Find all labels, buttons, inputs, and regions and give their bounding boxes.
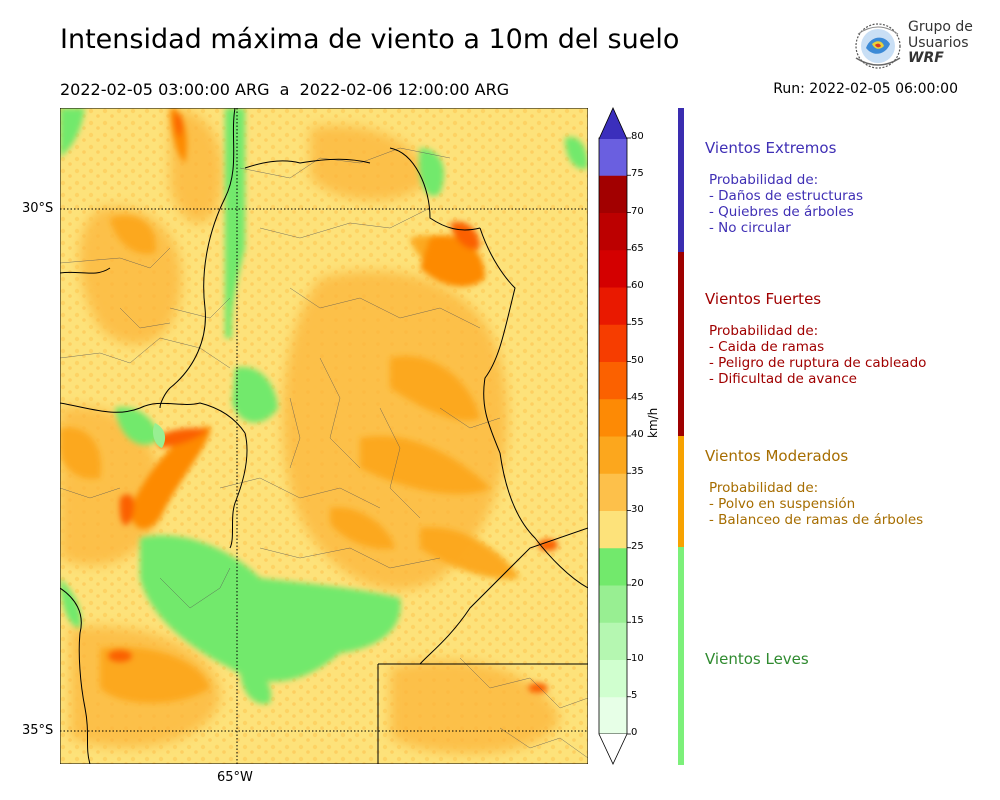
colorbar-tick-label: 5 bbox=[631, 689, 638, 701]
colorbar-segment bbox=[599, 510, 627, 549]
logo-text-line3: WRF bbox=[908, 50, 944, 66]
lon-label-65w: 65°W bbox=[217, 770, 253, 785]
colorbar-segment bbox=[599, 436, 627, 474]
category-description-line: Probabilidad de: bbox=[709, 480, 819, 496]
run-timestamp: Run: 2022-02-05 06:00:00 bbox=[773, 81, 958, 97]
category-title: Vientos Leves bbox=[705, 650, 809, 668]
category-description-line: - No circular bbox=[709, 220, 791, 236]
colorbar-tick-label: 30 bbox=[631, 503, 644, 515]
colorbar-segment bbox=[599, 175, 627, 213]
colorbar-tick-label: 55 bbox=[631, 317, 644, 329]
category-title: Vientos Moderados bbox=[705, 447, 849, 465]
colorbar-segment bbox=[599, 324, 627, 362]
colorbar-segment bbox=[599, 696, 627, 735]
colorbar-tick-label: 70 bbox=[631, 205, 644, 217]
colorbar-tick-label: 50 bbox=[631, 354, 644, 366]
colorbar-tick-label: 20 bbox=[631, 578, 644, 589]
colorbar-unit: km/h bbox=[646, 407, 660, 438]
category-description: Probabilidad de: - Daños de estructuras - … bbox=[709, 172, 863, 236]
colorbar-segment bbox=[599, 622, 627, 660]
category-description-line: Probabilidad de: bbox=[709, 323, 819, 339]
colorbar-tick-label: 0 bbox=[631, 727, 638, 738]
category-description-line: - Quiebres de árboles bbox=[709, 204, 854, 220]
category-description-line: - Peligro de ruptura de cableado bbox=[709, 355, 927, 371]
category-description-line: - Polvo en suspensión bbox=[709, 496, 856, 512]
colorbar-segment bbox=[599, 398, 627, 437]
forecast-period: 2022-02-05 03:00:00 ARG a 2022-02-06 12:… bbox=[60, 80, 510, 99]
colorbar-tick-label: 65 bbox=[631, 242, 644, 254]
colorbar-tick-label: 25 bbox=[631, 540, 644, 552]
category-description-line: Probabilidad de: bbox=[709, 172, 819, 188]
colorbar-segment bbox=[599, 287, 627, 325]
colorbar-tick-label: 10 bbox=[631, 652, 644, 664]
map-title: Intensidad máxima de viento a 10m del su… bbox=[60, 24, 680, 55]
colorbar-tick-label: 60 bbox=[631, 280, 644, 291]
category-description-line: - Daños de estructuras bbox=[709, 188, 864, 204]
category-description: Probabilidad de: - Polvo en suspensión - B… bbox=[709, 480, 923, 528]
category-band bbox=[678, 252, 684, 436]
category-description-line: - Balanceo de ramas de árboles bbox=[709, 512, 924, 528]
logo-text-line2: Usuarios bbox=[908, 35, 969, 51]
colorbar-segment bbox=[599, 212, 627, 251]
colorbar-segment bbox=[599, 659, 627, 698]
colorbar-tick-label: 40 bbox=[631, 429, 644, 440]
colorbar-segment bbox=[599, 249, 627, 288]
colorbar-segment bbox=[599, 361, 627, 400]
lat-label-30s: 30°S bbox=[22, 201, 54, 216]
category-title: Vientos Extremos bbox=[705, 139, 837, 157]
category-band bbox=[678, 108, 684, 252]
category-description: Probabilidad de: - Caida de ramas - Peligr… bbox=[709, 323, 926, 387]
colorbar-segment bbox=[599, 585, 627, 623]
colorbar-segment bbox=[599, 547, 627, 586]
lat-label-35s: 35°S bbox=[22, 723, 54, 738]
colorbar-tick-label: 75 bbox=[631, 168, 644, 180]
colorbar-tick-label: 80 bbox=[631, 131, 644, 142]
wind-map bbox=[60, 108, 588, 764]
colorbar-tick-label: 15 bbox=[631, 615, 644, 627]
grupo-wrf-logo-icon bbox=[855, 23, 901, 69]
colorbar-tick-label: 45 bbox=[631, 391, 644, 403]
colorbar-tick-label: 35 bbox=[631, 466, 644, 478]
category-band bbox=[678, 436, 684, 547]
colorbar bbox=[598, 107, 631, 765]
category-description-line: - Caida de ramas bbox=[709, 339, 825, 355]
category-band bbox=[678, 547, 684, 765]
category-title: Vientos Fuertes bbox=[705, 290, 822, 308]
colorbar-segment bbox=[599, 138, 627, 176]
category-description-line: - Dificultad de avance bbox=[709, 371, 857, 387]
colorbar-segment bbox=[599, 473, 627, 511]
logo-text-line1: Grupo de bbox=[908, 19, 973, 35]
